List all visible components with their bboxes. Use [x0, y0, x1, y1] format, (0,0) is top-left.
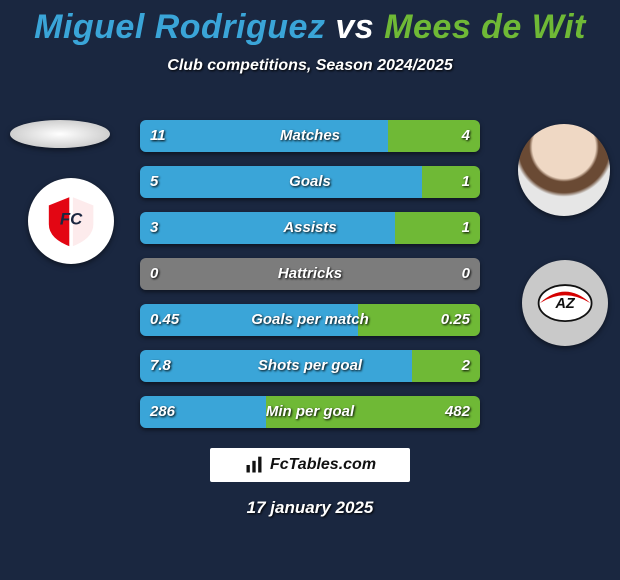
stat-value-right: 4: [462, 120, 470, 152]
stat-row: Goals51: [140, 166, 480, 198]
stat-value-left: 7.8: [150, 350, 171, 382]
stat-value-right: 482: [445, 396, 470, 428]
stat-row: Matches114: [140, 120, 480, 152]
stat-value-left: 5: [150, 166, 158, 198]
stats-bars: Matches114Goals51Assists31Hattricks00Goa…: [140, 120, 480, 442]
stat-value-right: 0: [462, 258, 470, 290]
stat-bar-left: [140, 212, 395, 244]
stat-row: Goals per match0.450.25: [140, 304, 480, 336]
shield-icon: FC: [41, 191, 101, 251]
stat-row: Assists31: [140, 212, 480, 244]
stat-value-left: 3: [150, 212, 158, 244]
bar-chart-icon: [244, 455, 264, 475]
stat-value-left: 0: [150, 258, 158, 290]
player2-name: Mees de Wit: [384, 8, 586, 46]
stat-bar-left: [140, 120, 388, 152]
date: 17 january 2025: [0, 498, 620, 518]
player2-avatar: [518, 124, 610, 216]
subtitle: Club competitions, Season 2024/2025: [0, 57, 620, 75]
stat-bar-left: [140, 350, 412, 382]
stat-value-right: 0.25: [441, 304, 470, 336]
shield-icon: AZ: [535, 273, 595, 333]
stat-row: Min per goal286482: [140, 396, 480, 428]
stat-value-left: 11: [150, 120, 166, 152]
club1-badge: FC: [28, 178, 114, 264]
page-title: Miguel Rodriguez vs Mees de Wit: [0, 0, 620, 47]
stat-bar-right: [310, 258, 480, 290]
brand-badge[interactable]: FcTables.com: [210, 448, 410, 482]
stat-value-right: 1: [462, 212, 470, 244]
stat-value-right: 2: [462, 350, 470, 382]
svg-text:FC: FC: [60, 210, 83, 229]
stat-bar-right: [422, 166, 480, 198]
svg-text:AZ: AZ: [554, 296, 575, 312]
stat-value-left: 286: [150, 396, 175, 428]
stat-row: Shots per goal7.82: [140, 350, 480, 382]
vs-separator: vs: [325, 8, 384, 46]
stat-bar-left: [140, 166, 422, 198]
player1-name: Miguel Rodriguez: [34, 8, 325, 46]
stat-bar-left: [140, 258, 310, 290]
stat-value-left: 0.45: [150, 304, 179, 336]
player1-avatar: [10, 120, 110, 148]
brand-label: FcTables.com: [270, 456, 376, 474]
stat-row: Hattricks00: [140, 258, 480, 290]
stat-value-right: 1: [462, 166, 470, 198]
club2-badge: AZ: [522, 260, 608, 346]
